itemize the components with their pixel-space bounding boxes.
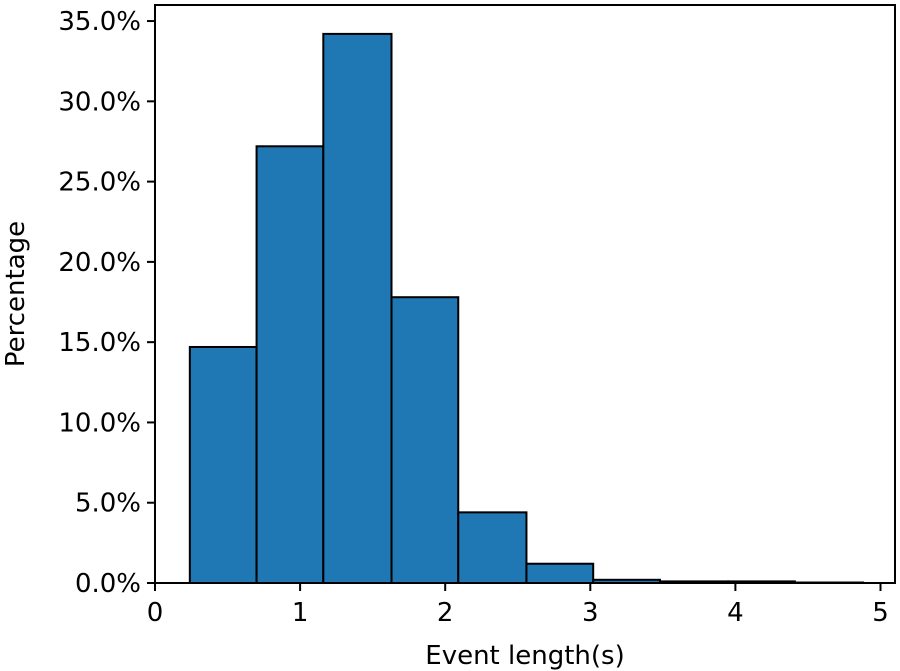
y-tick-label: 30.0% bbox=[58, 87, 141, 117]
x-axis-label: Event length(s) bbox=[425, 641, 624, 671]
x-tick-label: 0 bbox=[147, 598, 164, 628]
y-tick-label: 15.0% bbox=[58, 328, 141, 358]
y-axis-label: Percentage bbox=[1, 221, 31, 367]
histogram-bar-4 bbox=[390, 296, 460, 584]
histogram-bar-2 bbox=[255, 145, 325, 585]
y-tick-label: 25.0% bbox=[58, 168, 141, 198]
y-axis-ticks: 0.0% 5.0% 10.0% 15.0% 20.0% 25.0% 30.0% 35.0% bbox=[58, 7, 155, 599]
x-tick-label: 1 bbox=[292, 598, 309, 628]
x-axis-ticks: 0 1 2 3 4 5 bbox=[147, 583, 889, 628]
histogram-bar-1 bbox=[188, 345, 258, 584]
x-tick-label: 3 bbox=[582, 598, 599, 628]
plot-frame bbox=[154, 4, 896, 584]
histogram-bar-6 bbox=[525, 562, 595, 585]
y-tick-label: 0.0% bbox=[75, 569, 141, 599]
x-tick-label: 4 bbox=[727, 598, 744, 628]
histogram-bar-5 bbox=[457, 511, 528, 584]
x-tick-label: 2 bbox=[437, 598, 454, 628]
bars-group bbox=[188, 32, 865, 585]
y-tick-label: 5.0% bbox=[75, 489, 141, 519]
y-tick-label: 35.0% bbox=[58, 7, 141, 37]
y-tick-label: 10.0% bbox=[58, 408, 141, 438]
x-tick-label: 5 bbox=[872, 598, 889, 628]
y-tick-label: 20.0% bbox=[58, 248, 141, 278]
histogram-bar-3 bbox=[322, 32, 393, 584]
